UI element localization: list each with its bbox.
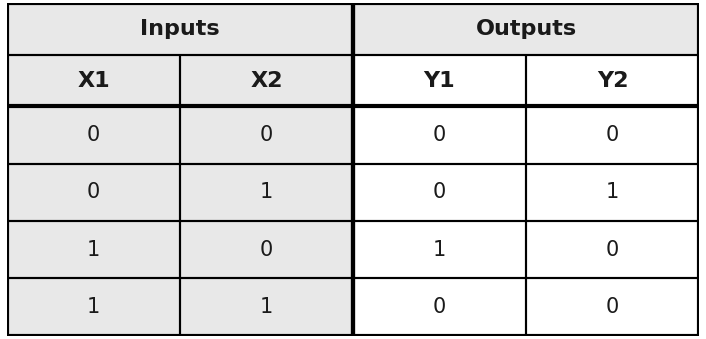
Text: 0: 0 bbox=[606, 240, 619, 260]
Bar bbox=[353, 164, 526, 221]
Text: 1: 1 bbox=[433, 240, 446, 260]
Text: 0: 0 bbox=[260, 125, 273, 145]
Bar bbox=[353, 278, 526, 336]
Text: 1: 1 bbox=[87, 297, 100, 317]
Text: 0: 0 bbox=[433, 297, 446, 317]
Bar bbox=[7, 55, 180, 106]
Bar bbox=[526, 106, 699, 164]
Text: 0: 0 bbox=[606, 125, 619, 145]
Text: Outputs: Outputs bbox=[475, 19, 577, 39]
Bar bbox=[353, 106, 526, 164]
Bar bbox=[526, 55, 699, 106]
Text: X1: X1 bbox=[77, 71, 110, 91]
Text: 1: 1 bbox=[606, 182, 619, 202]
Text: Y1: Y1 bbox=[424, 71, 455, 91]
Bar bbox=[7, 106, 180, 164]
Text: 0: 0 bbox=[433, 182, 446, 202]
Text: Y2: Y2 bbox=[597, 71, 628, 91]
Bar bbox=[180, 106, 353, 164]
Text: 1: 1 bbox=[260, 182, 273, 202]
Bar bbox=[180, 55, 353, 106]
Bar bbox=[526, 164, 699, 221]
Bar bbox=[7, 3, 353, 55]
Bar bbox=[180, 164, 353, 221]
Text: 0: 0 bbox=[87, 125, 100, 145]
Bar bbox=[7, 221, 180, 278]
Bar bbox=[353, 3, 699, 55]
Bar bbox=[353, 221, 526, 278]
Bar bbox=[7, 278, 180, 336]
Bar bbox=[180, 278, 353, 336]
Bar bbox=[7, 164, 180, 221]
Text: Inputs: Inputs bbox=[140, 19, 220, 39]
Text: X2: X2 bbox=[250, 71, 283, 91]
Bar bbox=[526, 278, 699, 336]
Bar bbox=[180, 221, 353, 278]
Text: 1: 1 bbox=[87, 240, 100, 260]
Bar bbox=[526, 221, 699, 278]
Text: 0: 0 bbox=[606, 297, 619, 317]
Text: 0: 0 bbox=[260, 240, 273, 260]
Bar bbox=[353, 55, 526, 106]
Text: 1: 1 bbox=[260, 297, 273, 317]
Text: 0: 0 bbox=[87, 182, 100, 202]
Text: 0: 0 bbox=[433, 125, 446, 145]
